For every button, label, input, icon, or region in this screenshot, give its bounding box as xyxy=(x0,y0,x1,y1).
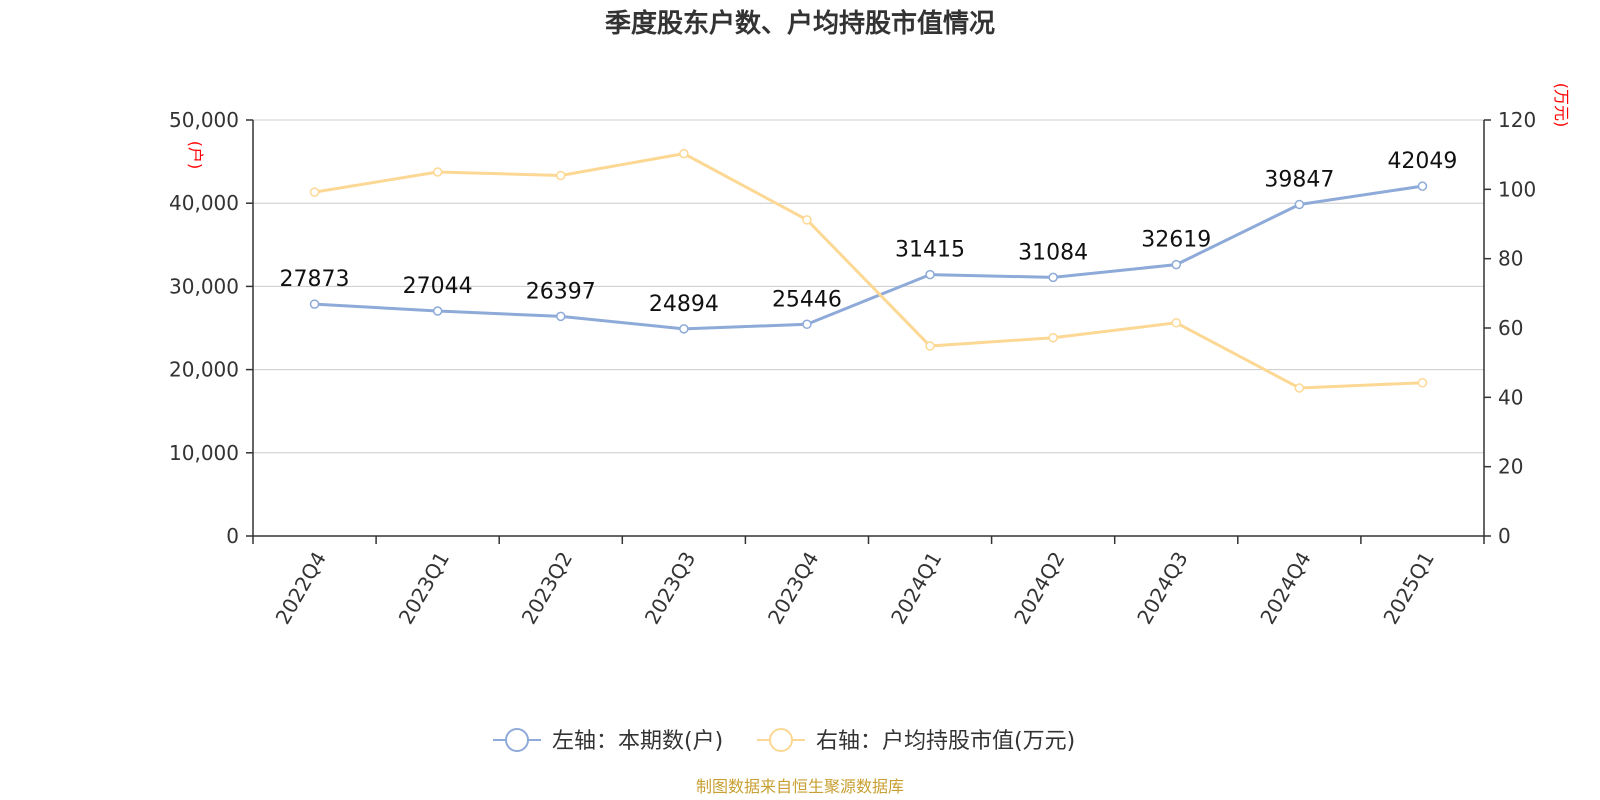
x-tick-label: 2024Q2 xyxy=(1009,548,1069,629)
x-tick-label: 2023Q4 xyxy=(763,548,823,629)
x-tick-label: 2024Q1 xyxy=(886,548,946,629)
data-point-right xyxy=(925,341,935,351)
data-point-left xyxy=(1048,272,1058,283)
x-tick-label: 2025Q1 xyxy=(1378,548,1438,629)
data-point-right xyxy=(1417,378,1428,388)
left-tick-label: 40,000 xyxy=(169,191,239,215)
legend-left-marker xyxy=(505,728,529,752)
data-label: 24894 xyxy=(649,292,719,317)
data-point-right xyxy=(1171,318,1181,328)
data-labels: 27873 27044 26397 24894 25446 31415 31084 32619… xyxy=(280,149,1458,317)
left-tick-labels: 0 10,000 20,000 30,000 40,000 50,000 xyxy=(169,108,239,548)
x-tick-label: 2023Q2 xyxy=(517,548,577,629)
x-tick-label: 2023Q1 xyxy=(394,548,454,629)
data-point-right xyxy=(309,187,320,197)
legend-right-label: 右轴：户均持股市值(万元) xyxy=(816,729,1075,754)
data-label: 32619 xyxy=(1141,228,1211,253)
chart-title: 季度股东户数、户均持股市值情况 xyxy=(605,8,995,39)
data-point-left xyxy=(1417,181,1428,191)
legend-item-left[interactable]: 左轴：本期数(户) xyxy=(493,728,723,754)
data-point-left xyxy=(432,306,443,316)
series-line-right xyxy=(314,152,1423,390)
grid-lines xyxy=(253,119,1484,454)
right-tick-labels: 0 20 40 60 80 100 120 xyxy=(1498,108,1536,548)
x-tick-label: 2022Q4 xyxy=(271,548,331,629)
data-point-right xyxy=(556,170,566,181)
data-point-left xyxy=(556,311,566,322)
right-tick-label: 40 xyxy=(1498,385,1523,409)
left-tick-label: 30,000 xyxy=(169,274,239,298)
x-tick-label: 2023Q3 xyxy=(640,548,700,629)
right-tick-label: 120 xyxy=(1498,108,1536,132)
data-point-left xyxy=(802,319,812,330)
series-group xyxy=(309,148,1428,393)
left-axis-unit: (户) xyxy=(186,141,205,170)
data-label: 25446 xyxy=(772,287,842,312)
data-point-left xyxy=(679,324,689,334)
data-point-left xyxy=(1294,199,1305,210)
right-tick-label: 80 xyxy=(1498,247,1523,271)
right-tick-label: 20 xyxy=(1498,455,1523,479)
x-tick-labels: 2022Q4 2023Q1 2023Q2 2023Q3 2023Q4 2024Q1 2024… xyxy=(271,548,1439,629)
data-label: 31415 xyxy=(895,238,965,263)
legend-item-right[interactable]: 右轴：户均持股市值(万元) xyxy=(757,728,1075,754)
data-point-right xyxy=(679,148,689,159)
data-label: 39847 xyxy=(1264,167,1334,192)
legend-right-marker xyxy=(769,728,793,752)
axes xyxy=(246,119,1491,544)
data-label: 42049 xyxy=(1387,149,1457,174)
data-point-left xyxy=(1171,259,1181,270)
left-tick-label: 50,000 xyxy=(169,108,239,132)
data-label: 26397 xyxy=(526,279,596,304)
data-label: 31084 xyxy=(1018,240,1088,265)
right-tick-label: 100 xyxy=(1498,177,1536,201)
right-tick-label: 0 xyxy=(1498,524,1511,548)
data-point-left xyxy=(309,299,320,309)
legend[interactable]: 左轴：本期数(户) 右轴：户均持股市值(万元) xyxy=(493,728,1075,754)
source-note: 制图数据来自恒生聚源数据库 xyxy=(696,777,904,796)
right-tick-label: 60 xyxy=(1498,316,1523,340)
legend-left-label: 左轴：本期数(户) xyxy=(552,729,723,754)
left-tick-label: 0 xyxy=(226,524,239,548)
data-label: 27044 xyxy=(403,274,473,299)
data-label: 27873 xyxy=(280,267,350,292)
x-tick-label: 2024Q4 xyxy=(1255,548,1315,629)
data-point-right xyxy=(802,215,812,225)
data-point-left xyxy=(925,269,935,280)
x-tick-label: 2024Q3 xyxy=(1132,548,1192,629)
series-line-left xyxy=(314,184,1423,331)
right-axis-unit: (万元) xyxy=(1552,83,1571,128)
left-tick-label: 20,000 xyxy=(169,358,239,382)
left-tick-label: 10,000 xyxy=(169,441,239,465)
data-point-right xyxy=(432,167,443,177)
data-point-right xyxy=(1294,383,1305,393)
data-point-right xyxy=(1048,332,1058,343)
